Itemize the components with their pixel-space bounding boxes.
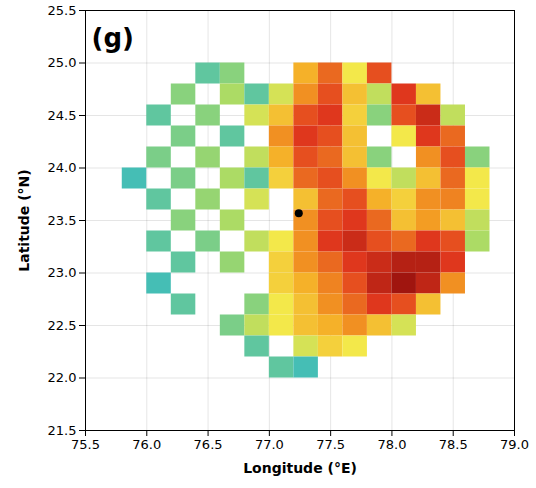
svg-text:76.0: 76.0	[132, 437, 161, 452]
svg-text:23.0: 23.0	[48, 265, 77, 280]
svg-text:24.5: 24.5	[48, 108, 77, 123]
svg-text:Longitude (°E): Longitude (°E)	[243, 460, 357, 476]
svg-text:24.0: 24.0	[48, 160, 77, 175]
svg-text:Latitude (°N): Latitude (°N)	[16, 169, 32, 271]
svg-text:(g): (g)	[92, 23, 134, 53]
svg-text:79.0: 79.0	[500, 437, 529, 452]
svg-text:78.5: 78.5	[439, 437, 468, 452]
svg-text:77.0: 77.0	[255, 437, 284, 452]
svg-text:23.5: 23.5	[48, 213, 77, 228]
svg-text:75.5: 75.5	[71, 437, 100, 452]
svg-text:22.5: 22.5	[48, 318, 77, 333]
svg-text:76.5: 76.5	[194, 437, 223, 452]
svg-text:78.0: 78.0	[377, 437, 406, 452]
svg-text:22.0: 22.0	[48, 370, 77, 385]
svg-text:25.0: 25.0	[48, 55, 77, 70]
svg-text:25.5: 25.5	[48, 3, 77, 18]
svg-text:77.5: 77.5	[316, 437, 345, 452]
svg-text:21.5: 21.5	[48, 423, 77, 438]
